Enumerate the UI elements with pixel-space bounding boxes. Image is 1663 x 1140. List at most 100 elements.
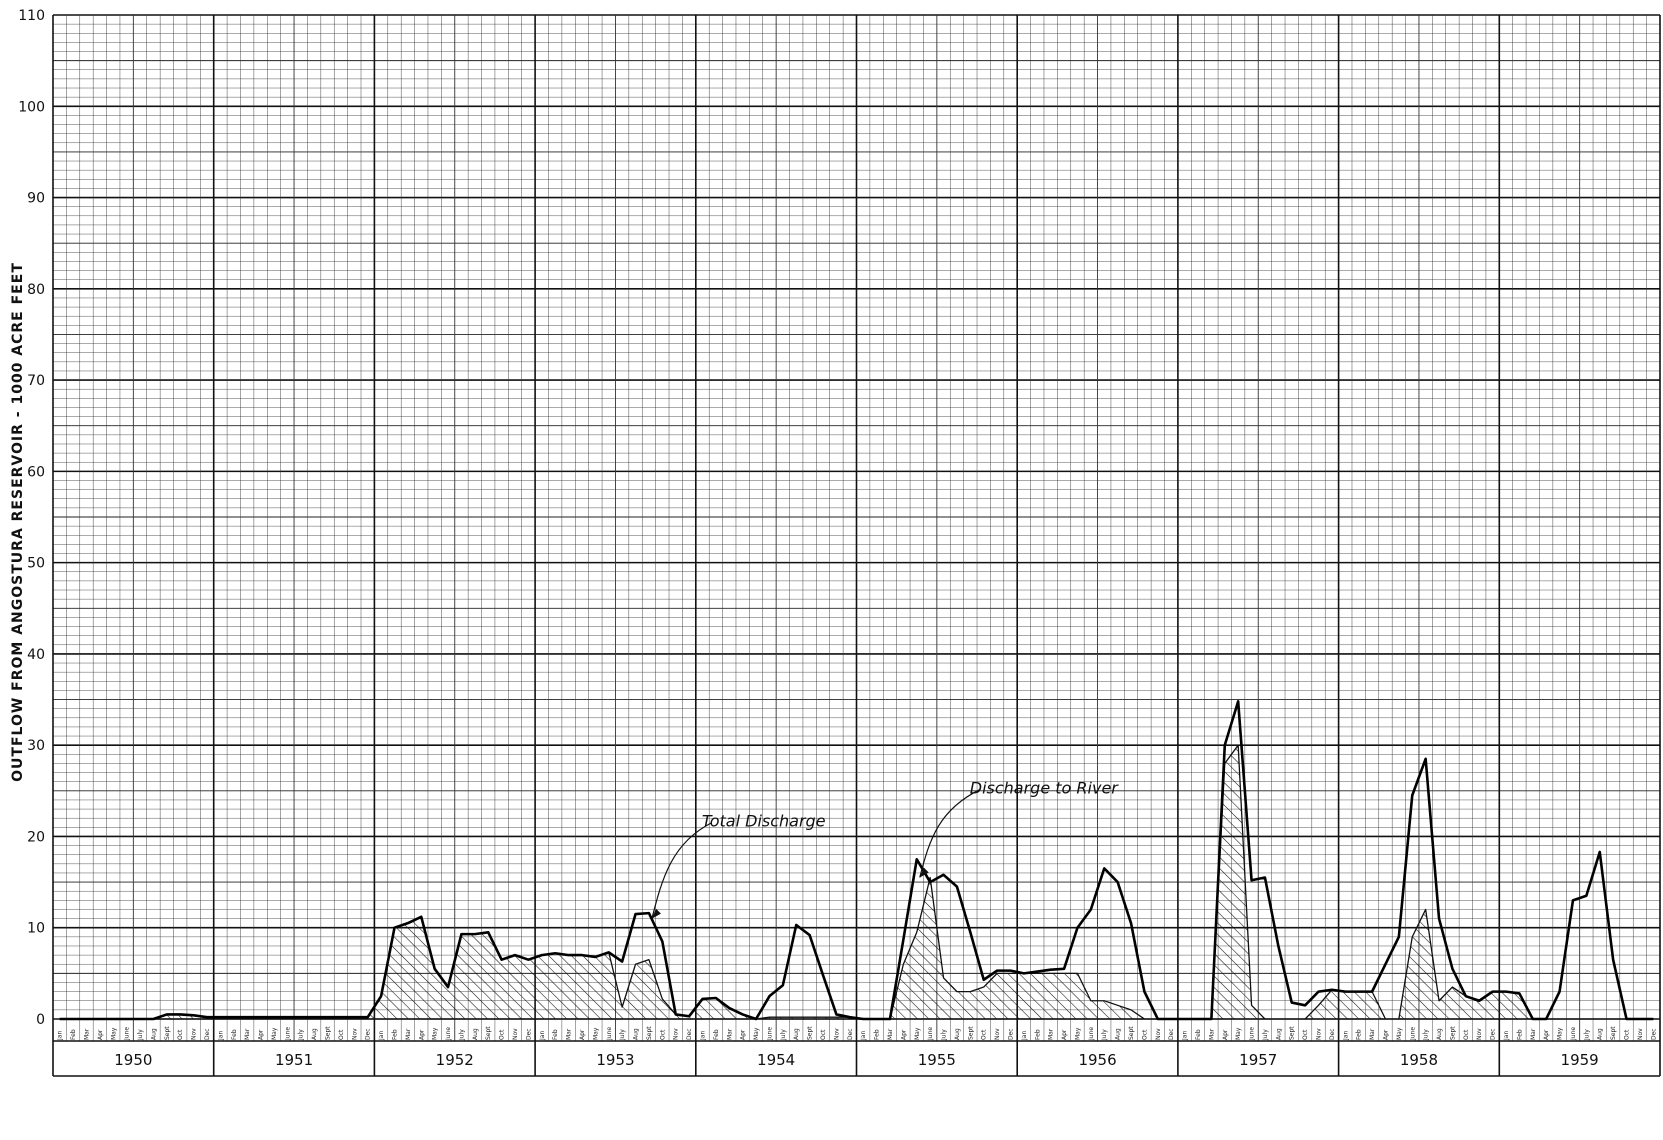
month-tick-label: Feb (1516, 1029, 1523, 1040)
month-tick-label: June (1249, 1027, 1256, 1041)
annotation-arrowhead (651, 908, 661, 919)
month-tick-label: Dec (847, 1028, 854, 1040)
month-tick-label: July (941, 1029, 948, 1041)
month-tick-label: Sept (1449, 1026, 1456, 1040)
month-tick-label: Dec (1490, 1028, 1497, 1040)
series-total-discharge (59, 700, 1654, 1021)
month-tick-label: Apr (418, 1029, 425, 1040)
month-tick-label: Nov (833, 1028, 840, 1040)
month-tick-label: Jan (699, 1031, 706, 1041)
month-tick-label: July (619, 1029, 626, 1041)
month-tick-label: Apr (1061, 1029, 1068, 1040)
month-tick-label: Aug (954, 1028, 961, 1040)
month-tick-label: May (1396, 1027, 1403, 1040)
month-tick-label: Mar (1530, 1028, 1537, 1040)
annotation-arrowhead (919, 867, 929, 878)
month-tick-label: Sept (325, 1026, 332, 1040)
month-tick-label: Sept (485, 1026, 492, 1040)
year-tick-label: 1958 (1400, 1051, 1438, 1069)
year-tick-label: 1952 (436, 1051, 474, 1069)
y-tick-label: 70 (27, 373, 45, 389)
y-tick-label: 60 (27, 464, 45, 480)
y-tick-label: 100 (18, 99, 45, 115)
month-tick-label: Sept (967, 1026, 974, 1040)
month-tick-label: Mar (83, 1028, 90, 1040)
y-tick-label: 0 (36, 1012, 45, 1028)
y-tick-label: 10 (27, 921, 45, 937)
month-tick-label: Mar (1369, 1028, 1376, 1040)
month-tick-label: May (110, 1027, 117, 1040)
month-tick-label: Dec (686, 1028, 693, 1040)
month-tick-label: Jan (57, 1031, 64, 1041)
month-tick-label: June (284, 1027, 291, 1041)
month-tick-label: Apr (1382, 1029, 1389, 1040)
y-tick-label: 50 (27, 556, 45, 572)
month-tick-label: Nov (1637, 1028, 1644, 1040)
month-tick-label: May (1235, 1027, 1242, 1040)
month-tick-label: Apr (900, 1029, 907, 1040)
month-tick-label: Aug (1275, 1028, 1282, 1040)
month-tick-label: June (445, 1027, 452, 1041)
month-tick-label: Nov (1476, 1028, 1483, 1040)
month-tick-label: Sept (164, 1026, 171, 1040)
month-tick-label: Nov (1316, 1028, 1323, 1040)
annotation-leader (919, 788, 981, 878)
month-tick-label: Oct (1463, 1029, 1470, 1040)
y-tick-label: 110 (18, 8, 45, 24)
month-tick-label: Nov (512, 1028, 519, 1040)
month-tick-label: Dec (365, 1028, 372, 1040)
month-tick-label: July (458, 1029, 465, 1041)
month-tick-label: Feb (552, 1029, 559, 1040)
month-tick-label: Aug (150, 1028, 157, 1040)
month-tick-label: Nov (1155, 1028, 1162, 1040)
x-axis: Jan Feb Mar Apr May June July Aug Sept Oct Nov Dec J… (53, 1026, 1660, 1077)
month-tick-label: Jan (1182, 1031, 1189, 1041)
month-tick-label: Jan (1342, 1031, 1349, 1041)
month-tick-label: Aug (793, 1028, 800, 1040)
month-tick-label: Aug (1115, 1028, 1122, 1040)
month-tick-label: Sept (1128, 1026, 1135, 1040)
year-tick-label: 1956 (1078, 1051, 1116, 1069)
month-tick-label: Apr (97, 1029, 104, 1040)
month-tick-label: Oct (1302, 1029, 1309, 1040)
month-tick-label: Mar (566, 1028, 573, 1040)
month-tick-label: Nov (994, 1028, 1001, 1040)
year-tick-label: 1959 (1561, 1051, 1599, 1069)
year-tick-label: 1955 (918, 1051, 956, 1069)
month-tick-label: Jan (378, 1031, 385, 1041)
month-tick-label: June (1570, 1027, 1577, 1041)
year-tick-label: 1951 (275, 1051, 313, 1069)
month-tick-label: Mar (244, 1028, 251, 1040)
month-tick-label: Aug (311, 1028, 318, 1040)
month-tick-label: Apr (579, 1029, 586, 1040)
month-tick-label: Oct (659, 1029, 666, 1040)
month-tick-label: Sept (807, 1026, 814, 1040)
month-tick-label: Feb (1034, 1029, 1041, 1040)
month-tick-label: Mar (1048, 1028, 1055, 1040)
grid (52, 14, 1661, 1076)
month-tick-label: May (1557, 1027, 1564, 1040)
month-tick-label: Feb (231, 1029, 238, 1040)
y-tick-label: 30 (27, 738, 45, 754)
annotation-label: Discharge to River (970, 779, 1120, 798)
annotation-label: Total Discharge (702, 812, 826, 831)
month-tick-label: Feb (1356, 1029, 1363, 1040)
month-tick-label: Oct (981, 1029, 988, 1040)
month-tick-label: Feb (874, 1029, 881, 1040)
month-tick-label: June (1088, 1027, 1095, 1041)
month-tick-label: Dec (1008, 1028, 1015, 1040)
month-tick-label: July (1101, 1029, 1108, 1041)
y-axis-label: OUTFLOW FROM ANGOSTURA RESERVOIR - 1000 … (10, 262, 26, 782)
month-tick-label: Nov (351, 1028, 358, 1040)
month-tick-label: June (1409, 1027, 1416, 1041)
year-tick-label: 1957 (1239, 1051, 1277, 1069)
month-tick-label: June (124, 1027, 131, 1041)
month-tick-label: Jan (1021, 1031, 1028, 1041)
month-tick-label: June (927, 1027, 934, 1041)
month-tick-label: May (432, 1027, 439, 1040)
month-tick-label: Apr (258, 1029, 265, 1040)
month-tick-label: Feb (1195, 1029, 1202, 1040)
month-tick-label: Jan (860, 1031, 867, 1041)
month-tick-label: Apr (740, 1029, 747, 1040)
